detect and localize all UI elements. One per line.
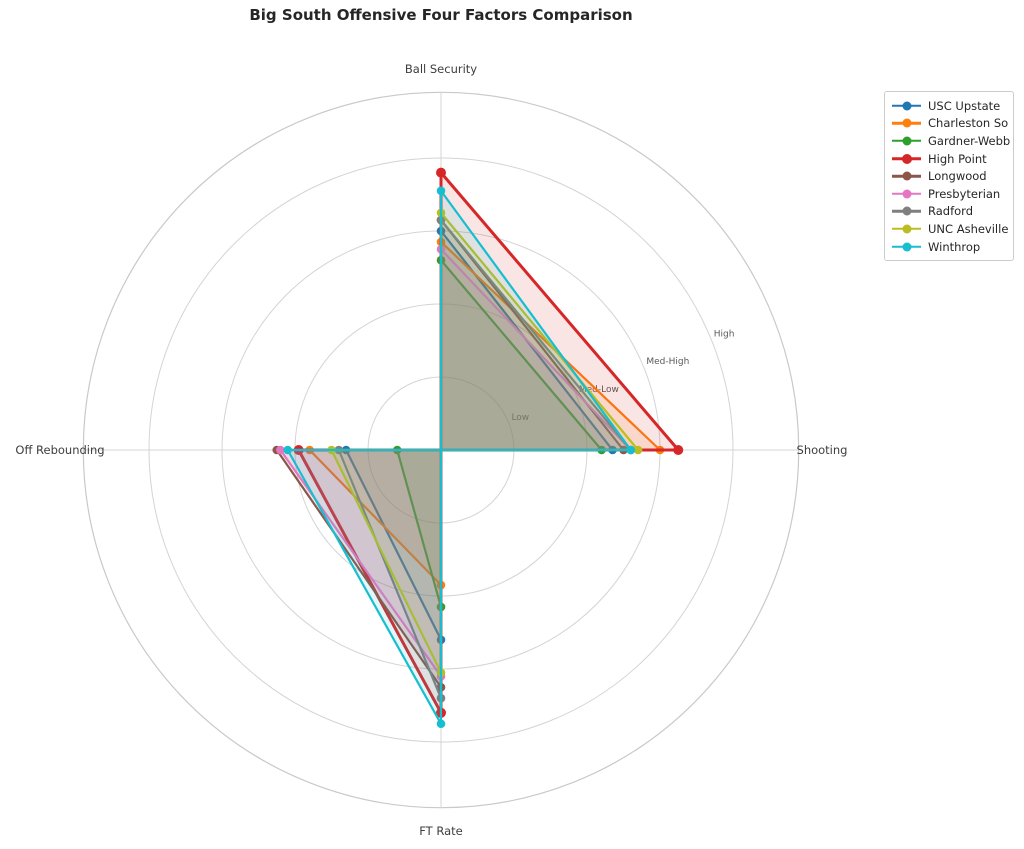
series-marker-high-point bbox=[673, 445, 684, 455]
legend-marker-dot bbox=[902, 171, 911, 181]
series-marker-winthrop bbox=[436, 719, 446, 729]
legend-item-label: High Point bbox=[928, 151, 987, 166]
series-fill-unc-asheville bbox=[331, 212, 639, 673]
legend-swatch bbox=[892, 153, 921, 164]
legend-swatch bbox=[892, 188, 921, 199]
legend-swatch bbox=[892, 171, 921, 182]
axis-label-ft-rate: FT Rate bbox=[419, 824, 462, 838]
series-marker-winthrop bbox=[283, 445, 293, 455]
legend-box: USC Upstate Charleston So Gardner-Webb High… bbox=[884, 91, 1014, 262]
legend-swatch bbox=[892, 223, 921, 234]
series-fill-winthrop bbox=[287, 190, 631, 724]
legend-item-label: UNC Asheville bbox=[928, 221, 1009, 236]
legend-marker-dot bbox=[902, 224, 911, 234]
legend-item-longwood: Longwood bbox=[892, 167, 1007, 185]
legend-item-charleston-so: Charleston So bbox=[892, 115, 1009, 133]
series-fill-longwood bbox=[276, 220, 624, 688]
axis-label-shooting: Shooting bbox=[797, 443, 848, 457]
legend-swatch bbox=[892, 118, 921, 129]
legend-item-label: Longwood bbox=[928, 169, 987, 184]
radial-tick-label-high: High bbox=[714, 329, 735, 339]
legend-marker-dot bbox=[902, 136, 911, 146]
legend-item-label: Presbyterian bbox=[928, 186, 1001, 201]
radial-tick-label-low: Low bbox=[511, 413, 529, 423]
axis-label-ball-security: Ball Security bbox=[405, 62, 477, 76]
series-marker-high-point bbox=[436, 167, 446, 178]
legend-marker-dot bbox=[902, 242, 911, 252]
legend-marker-dot bbox=[902, 206, 911, 216]
legend-item-usc-upstate: USC Upstate bbox=[892, 97, 1007, 115]
legend-swatch bbox=[892, 241, 921, 252]
legend-swatch bbox=[892, 100, 921, 111]
legend-item-label: Radford bbox=[928, 204, 973, 219]
radial-tick-label-med-high: Med-High bbox=[646, 357, 689, 367]
legend-item-radford: Radford bbox=[892, 203, 1007, 221]
legend-swatch bbox=[892, 135, 921, 146]
legend-marker-dot bbox=[901, 153, 912, 164]
legend-item-winthrop: Winthrop bbox=[892, 238, 1007, 256]
axis-label-off-rebounding: Off Rebounding bbox=[15, 443, 104, 457]
legend-item-unc-asheville: UNC Asheville bbox=[892, 220, 1009, 238]
legend-item-label: Winthrop bbox=[928, 239, 981, 254]
legend-item-high-point: High Point bbox=[892, 150, 1007, 168]
chart-title: Big South Offensive Four Factors Compari… bbox=[249, 6, 633, 24]
series-marker-winthrop bbox=[436, 186, 446, 196]
series-fill-gardner-webb bbox=[397, 260, 602, 607]
series-fill-radford bbox=[338, 220, 631, 699]
legend-item-label: Charleston So bbox=[928, 116, 1009, 131]
legend-marker-dot bbox=[902, 118, 911, 128]
series-fill-usc-upstate bbox=[346, 231, 613, 640]
legend-marker-dot bbox=[902, 101, 911, 111]
series-marker-presbyterian bbox=[276, 445, 285, 455]
series-marker-winthrop bbox=[626, 445, 636, 455]
legend-marker-dot bbox=[902, 189, 911, 199]
legend-swatch bbox=[892, 206, 921, 217]
legend-item-label: USC Upstate bbox=[928, 98, 1001, 113]
legend-item-label: Gardner-Webb bbox=[928, 133, 1011, 148]
series-marker-unc-asheville bbox=[633, 445, 643, 455]
radial-tick-label-med-low: Med-Low bbox=[579, 385, 619, 395]
legend-item-presbyterian: Presbyterian bbox=[892, 185, 1007, 203]
series-fill-presbyterian bbox=[280, 249, 631, 677]
legend-item-gardner-webb: Gardner-Webb bbox=[892, 132, 1011, 150]
series-fill-charleston-so bbox=[309, 241, 660, 585]
